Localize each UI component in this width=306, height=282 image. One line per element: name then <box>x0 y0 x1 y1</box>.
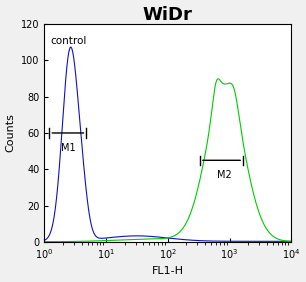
Text: M2: M2 <box>217 171 232 180</box>
Text: control: control <box>50 36 87 46</box>
X-axis label: FL1-H: FL1-H <box>152 266 184 276</box>
Text: M1: M1 <box>61 143 75 153</box>
Title: WiDr: WiDr <box>143 6 193 24</box>
Y-axis label: Counts: Counts <box>6 114 16 152</box>
